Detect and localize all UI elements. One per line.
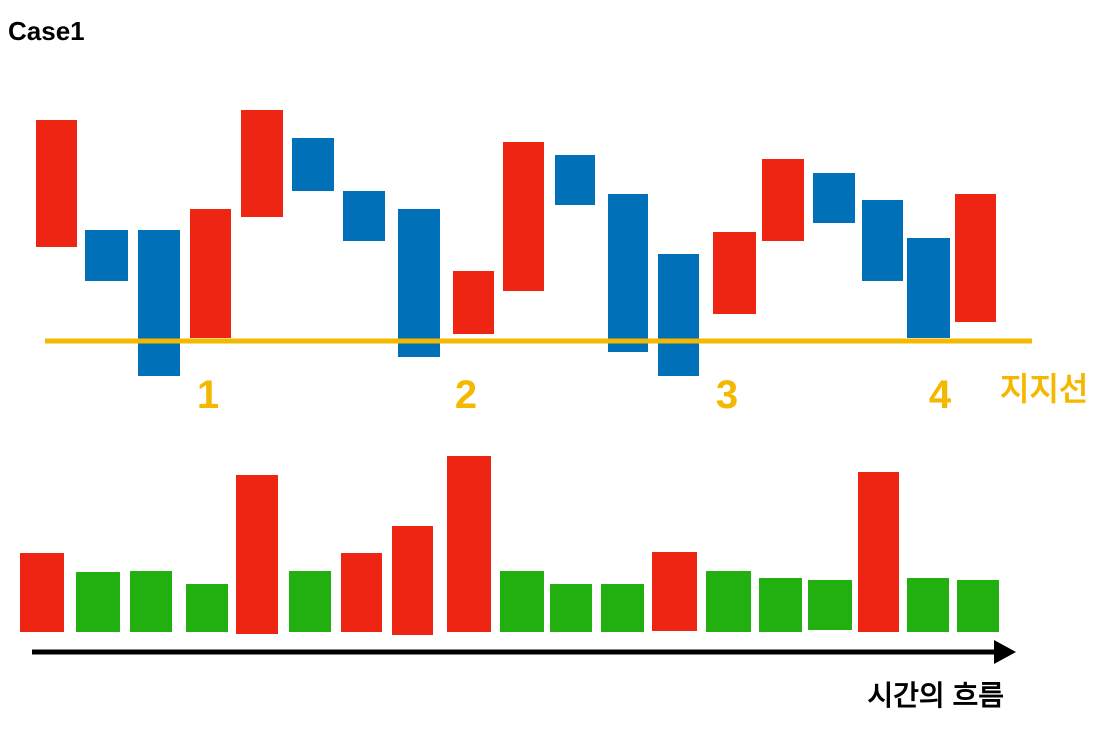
candle <box>398 209 440 357</box>
title: Case1 <box>8 16 85 46</box>
volume-bar <box>76 572 120 632</box>
volume-bar <box>130 571 172 632</box>
volume-bar <box>20 553 64 632</box>
candle <box>608 194 648 352</box>
volume-bar <box>759 578 802 632</box>
volume-bars <box>20 456 999 635</box>
volume-bar <box>706 571 751 632</box>
volume-bar <box>500 571 544 632</box>
volume-bar <box>652 552 697 631</box>
volume-bar <box>447 456 491 632</box>
candle <box>955 194 996 322</box>
candle <box>762 159 804 241</box>
candle <box>190 209 231 338</box>
time-label: 시간의 흐름 <box>867 680 1004 711</box>
support-point: 2 <box>455 373 477 417</box>
volume-bar <box>808 580 852 630</box>
candle <box>555 155 595 205</box>
volume-bar <box>957 580 999 632</box>
volume-bar <box>236 475 278 634</box>
candle <box>713 232 756 314</box>
candle <box>85 230 128 281</box>
support-point: 4 <box>929 373 952 417</box>
volume-bar <box>186 584 228 632</box>
volume-bar <box>341 553 382 632</box>
volume-bar <box>550 584 592 632</box>
candle <box>813 173 855 223</box>
candle <box>503 142 544 291</box>
time-arrow-head <box>994 640 1016 664</box>
candle <box>292 138 334 191</box>
volume-bar <box>289 571 331 632</box>
candle <box>36 120 77 247</box>
candle <box>138 230 180 376</box>
candle <box>343 191 385 241</box>
volume-bar <box>601 584 644 632</box>
volume-bar <box>858 472 899 632</box>
volume-bar <box>392 526 433 635</box>
candle <box>658 254 699 376</box>
candle <box>241 110 283 217</box>
support-point: 1 <box>197 373 219 417</box>
candle <box>862 200 903 281</box>
candle <box>453 271 494 334</box>
candles <box>36 110 996 376</box>
volume-bar <box>907 578 949 632</box>
support-point: 3 <box>716 373 738 417</box>
support-label: 지지선 <box>1000 371 1088 407</box>
candle <box>907 238 950 338</box>
